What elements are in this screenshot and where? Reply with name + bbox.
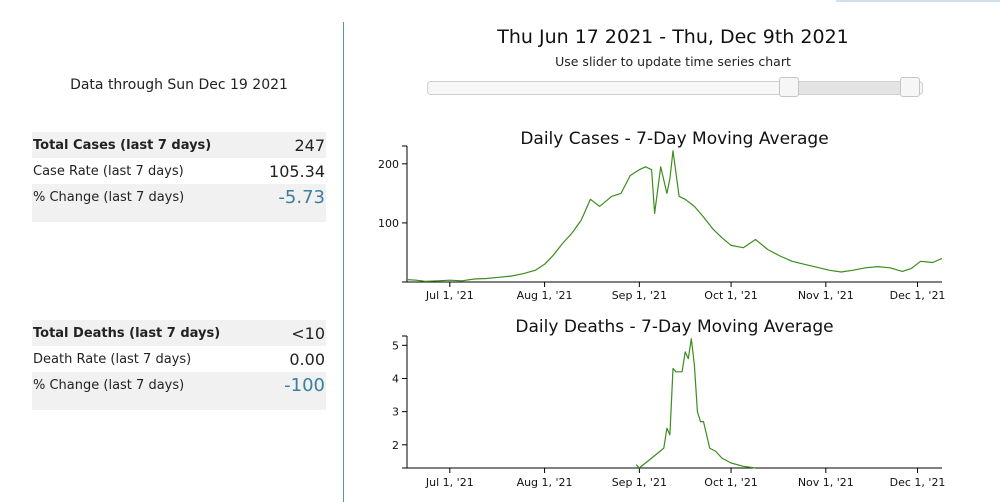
death-change-row: % Change (last 7 days) -100 [32, 372, 326, 398]
cases-chart-title: Daily Cases - 7-Day Moving Average [520, 129, 828, 149]
cases-x-tick-label: Sep 1, '21 [612, 289, 667, 302]
cases-x-tick-label: Jul 1, '21 [425, 289, 474, 302]
deaths-x-tick-label: Sep 1, '21 [612, 476, 667, 489]
slider-hint: Use slider to update time series chart [555, 54, 791, 69]
case-change-value: -5.73 [278, 186, 325, 208]
cases-y-tick-label: 200 [378, 158, 399, 171]
deaths-y-tick-label: 5 [392, 339, 399, 352]
deaths-x-tick-label: Jul 1, '21 [425, 476, 474, 489]
data-through-label: Data through Sun Dec 19 2021 [70, 77, 288, 93]
total-cases-value: 247 [294, 135, 325, 155]
panel-divider [343, 22, 344, 502]
table-filler [32, 398, 326, 410]
daily-deaths-chart: Daily Deaths - 7-Day Moving Average 2 3 4 5 J… [356, 312, 996, 502]
deaths-chart-title: Daily Deaths - 7-Day Moving Average [515, 317, 833, 337]
case-rate-value: 105.34 [269, 161, 325, 181]
deaths-series-line [635, 338, 756, 469]
deaths-y-tick-label: 2 [392, 439, 399, 452]
slider-end-handle[interactable] [900, 77, 920, 97]
cases-summary-table: Total Cases (last 7 days) 247 Case Rate … [32, 132, 326, 222]
total-deaths-value: <10 [291, 323, 325, 343]
total-cases-label: Total Cases (last 7 days) [33, 137, 212, 153]
case-change-row: % Change (last 7 days) -5.73 [32, 184, 326, 210]
cases-x-tick-label: Dec 1, '21 [890, 289, 946, 302]
top-accent-bar [836, 0, 1000, 2]
daily-cases-chart: Daily Cases - 7-Day Moving Average 100 200… [356, 122, 996, 306]
deaths-x-tick-label: Aug 1, '21 [517, 476, 573, 489]
cases-x-tick-label: Oct 1, '21 [704, 289, 758, 302]
slider-selected-range [789, 82, 910, 94]
death-rate-row: Death Rate (last 7 days) 0.00 [32, 346, 326, 372]
daily-cases-svg: Daily Cases - 7-Day Moving Average 100 200… [378, 129, 946, 302]
deaths-summary-table: Total Deaths (last 7 days) <10 Death Rat… [32, 320, 326, 410]
deaths-x-tick-label: Nov 1, '21 [798, 476, 854, 489]
daily-deaths-svg: Daily Deaths - 7-Day Moving Average 2 3 4 5 J… [392, 317, 946, 489]
case-change-label: % Change (last 7 days) [33, 189, 185, 205]
death-rate-label: Death Rate (last 7 days) [33, 351, 192, 367]
total-deaths-row: Total Deaths (last 7 days) <10 [32, 320, 326, 346]
cases-x-tick-label: Nov 1, '21 [798, 289, 854, 302]
total-cases-row: Total Cases (last 7 days) 247 [32, 132, 326, 158]
deaths-x-tick-label: Oct 1, '21 [704, 476, 758, 489]
death-change-label: % Change (last 7 days) [33, 377, 185, 393]
death-rate-value: 0.00 [289, 349, 325, 369]
deaths-y-tick-label: 4 [392, 372, 399, 385]
deaths-x-tick-label: Dec 1, '21 [890, 476, 946, 489]
cases-y-tick-label: 100 [378, 217, 399, 230]
deaths-y-tick-label: 3 [392, 406, 399, 419]
cases-series-line [406, 150, 943, 282]
total-deaths-label: Total Deaths (last 7 days) [33, 325, 221, 341]
death-change-value: -100 [284, 374, 325, 396]
date-range-title: Thu Jun 17 2021 - Thu, Dec 9th 2021 [497, 26, 849, 48]
case-rate-label: Case Rate (last 7 days) [33, 163, 184, 179]
table-filler [32, 210, 326, 222]
case-rate-row: Case Rate (last 7 days) 105.34 [32, 158, 326, 184]
cases-x-tick-label: Aug 1, '21 [517, 289, 573, 302]
slider-start-handle[interactable] [779, 77, 799, 97]
date-range-slider[interactable] [427, 77, 923, 97]
